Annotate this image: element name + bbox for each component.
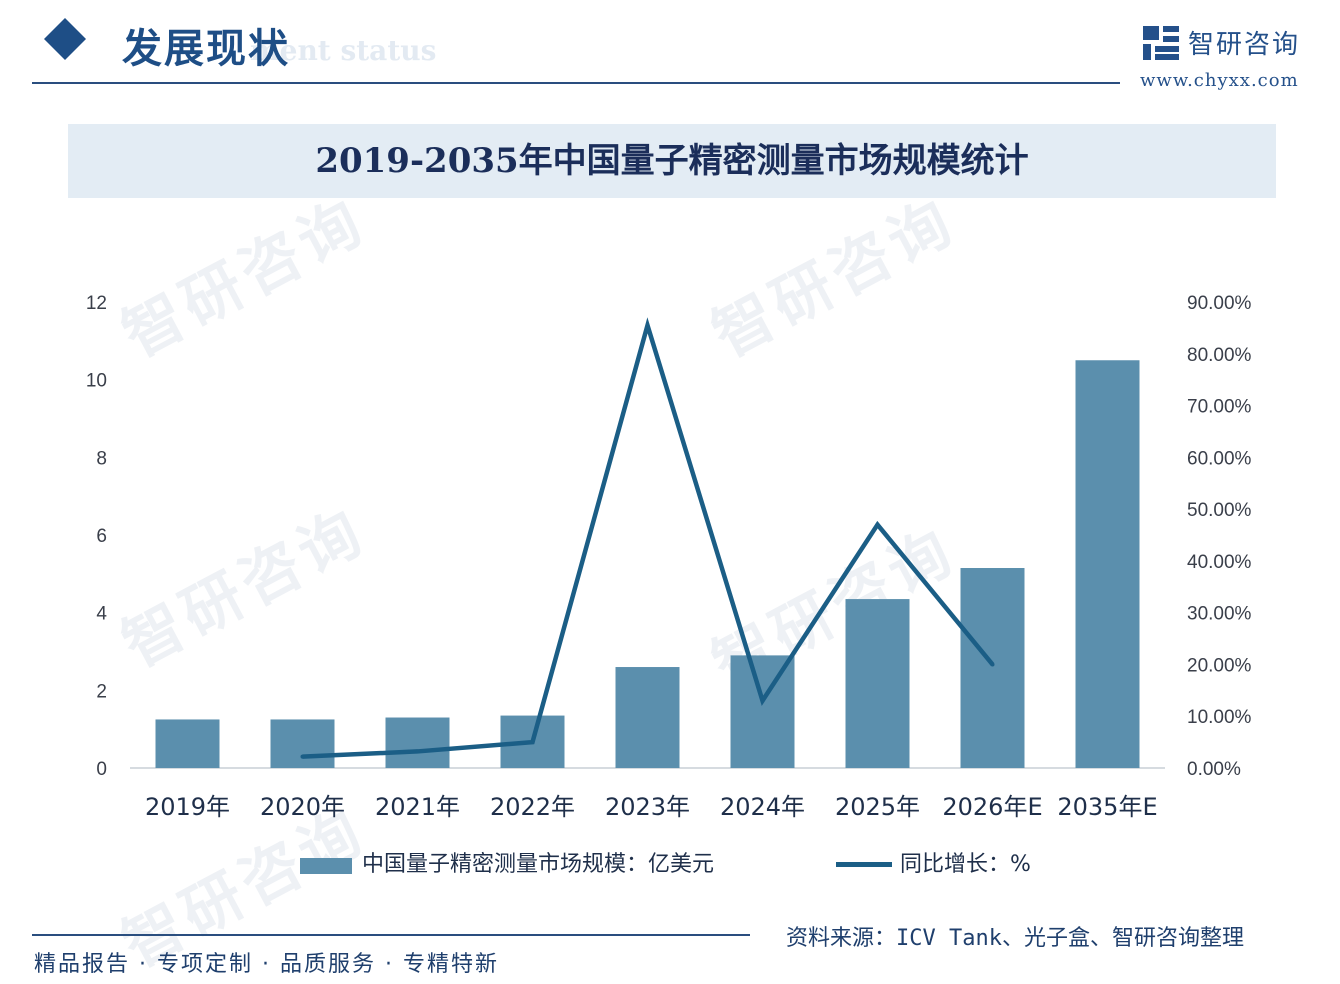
bar bbox=[615, 667, 680, 768]
x-tick-label: 2035年E bbox=[1057, 793, 1157, 821]
y-right-tick-label: 70.00% bbox=[1187, 397, 1252, 418]
y-right-tick-label: 0.00% bbox=[1187, 759, 1241, 780]
y-right-tick-label: 60.00% bbox=[1187, 448, 1252, 469]
y-left-tick-label: 2 bbox=[96, 681, 107, 702]
footer-tagline: 精品报告 · 专项定制 · 品质服务 · 专精特新 bbox=[34, 952, 499, 977]
y-right-tick-label: 10.00% bbox=[1187, 707, 1252, 728]
y-left-tick-label: 4 bbox=[96, 604, 107, 625]
bar bbox=[155, 719, 220, 768]
brand-name: 智研咨询 bbox=[1188, 30, 1301, 60]
y-left-tick-label: 8 bbox=[96, 448, 107, 469]
x-tick-label: 2023年 bbox=[605, 793, 690, 821]
y-right-tick-label: 90.00% bbox=[1187, 293, 1252, 314]
growth-point bbox=[300, 754, 305, 759]
x-tick-label: 2019年 bbox=[145, 793, 230, 821]
bar bbox=[845, 599, 910, 768]
x-tick-label: 2024年 bbox=[720, 793, 805, 821]
y-right-tick-label: 30.00% bbox=[1187, 604, 1252, 625]
growth-point bbox=[530, 740, 535, 745]
y-left-tick-label: 0 bbox=[96, 759, 107, 780]
growth-point bbox=[760, 698, 765, 703]
x-tick-label: 2022年 bbox=[490, 793, 575, 821]
bar bbox=[1075, 360, 1140, 768]
y-left-tick-label: 10 bbox=[86, 371, 107, 392]
y-right-tick-label: 80.00% bbox=[1187, 345, 1252, 366]
x-tick-label: 2025年 bbox=[835, 793, 920, 821]
y-right-tick-label: 40.00% bbox=[1187, 552, 1252, 573]
page-title: 发展现状 bbox=[122, 26, 290, 72]
chart-title: 2019-2035年中国量子精密测量市场规模统计 bbox=[315, 141, 1029, 181]
bar bbox=[385, 717, 450, 768]
source-note: 资料来源：ICV Tank、光子盒、智研咨询整理 bbox=[786, 926, 1244, 951]
bar bbox=[960, 568, 1025, 768]
growth-point bbox=[415, 749, 420, 754]
diamond-icon bbox=[44, 18, 86, 60]
y-left-tick-label: 12 bbox=[86, 293, 107, 314]
header-divider bbox=[32, 82, 1120, 84]
growth-point bbox=[645, 323, 650, 328]
legend-bar-swatch bbox=[300, 858, 352, 874]
growth-point bbox=[875, 522, 880, 527]
y-right-tick-label: 50.00% bbox=[1187, 500, 1252, 521]
x-tick-label: 2020年 bbox=[260, 793, 345, 821]
y-right-tick-label: 20.00% bbox=[1187, 655, 1252, 676]
footer-divider bbox=[32, 934, 750, 936]
legend-bar-label: 中国量子精密测量市场规模：亿美元 bbox=[362, 852, 715, 877]
legend-line-swatch bbox=[836, 862, 892, 867]
bar bbox=[730, 655, 795, 768]
chart-title-band bbox=[68, 124, 1276, 198]
brand-url: www.chyxx.com bbox=[1140, 70, 1299, 91]
y-left-tick-label: 6 bbox=[96, 526, 107, 547]
x-tick-label: 2026年E bbox=[942, 793, 1042, 821]
x-tick-label: 2021年 bbox=[375, 793, 460, 821]
brand-logo-icon bbox=[1143, 26, 1179, 60]
legend-line-label: 同比增长：% bbox=[900, 852, 1031, 877]
bar bbox=[270, 719, 335, 768]
header-subtitle: ment status bbox=[250, 34, 437, 67]
growth-point bbox=[990, 662, 995, 667]
